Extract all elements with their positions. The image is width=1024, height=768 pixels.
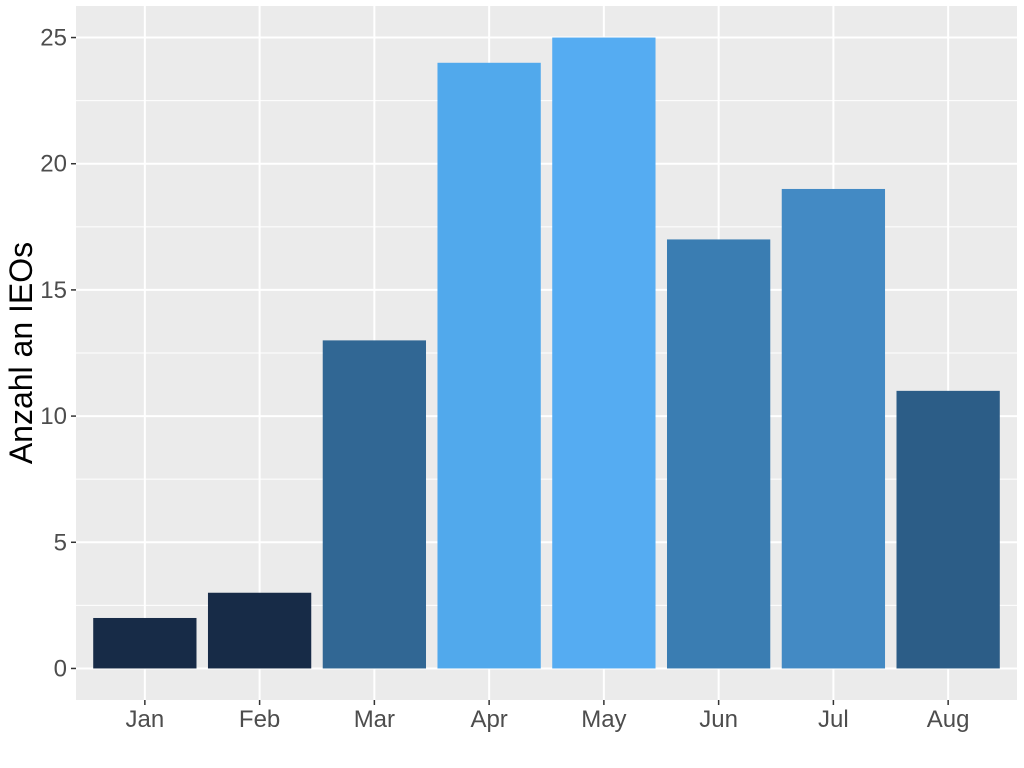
bar-may bbox=[552, 37, 656, 669]
y-tick-label: 15 bbox=[40, 277, 67, 304]
bar-apr bbox=[437, 62, 541, 669]
x-tick-label: May bbox=[581, 706, 626, 733]
bar-feb bbox=[207, 592, 312, 669]
y-tick-label: 25 bbox=[40, 25, 67, 52]
bar-aug bbox=[896, 390, 1000, 669]
x-tick-label: Apr bbox=[470, 706, 507, 733]
x-tick-label: Jul bbox=[818, 706, 849, 733]
bars bbox=[93, 37, 1000, 669]
bar-jan bbox=[93, 617, 197, 669]
y-tick-label: 10 bbox=[40, 403, 67, 430]
bar-jul bbox=[781, 188, 886, 669]
bar-jun bbox=[666, 239, 771, 669]
y-tick-label: 20 bbox=[40, 151, 67, 178]
y-tick-label: 0 bbox=[54, 655, 67, 682]
x-tick-label: Aug bbox=[927, 706, 970, 733]
bar-mar bbox=[322, 340, 427, 669]
y-tick-label: 5 bbox=[54, 529, 67, 556]
y-axis-title: Anzahl an IEOs bbox=[3, 242, 39, 464]
x-tick-label: Jan bbox=[126, 706, 165, 733]
x-tick-label: Mar bbox=[354, 706, 395, 733]
x-tick-label: Feb bbox=[239, 706, 280, 733]
x-tick-label: Jun bbox=[699, 706, 738, 733]
y-axis: 0 5 10 15 20 25 bbox=[40, 25, 76, 682]
x-axis: Jan Feb Mar Apr May Jun Jul Aug bbox=[126, 700, 970, 733]
